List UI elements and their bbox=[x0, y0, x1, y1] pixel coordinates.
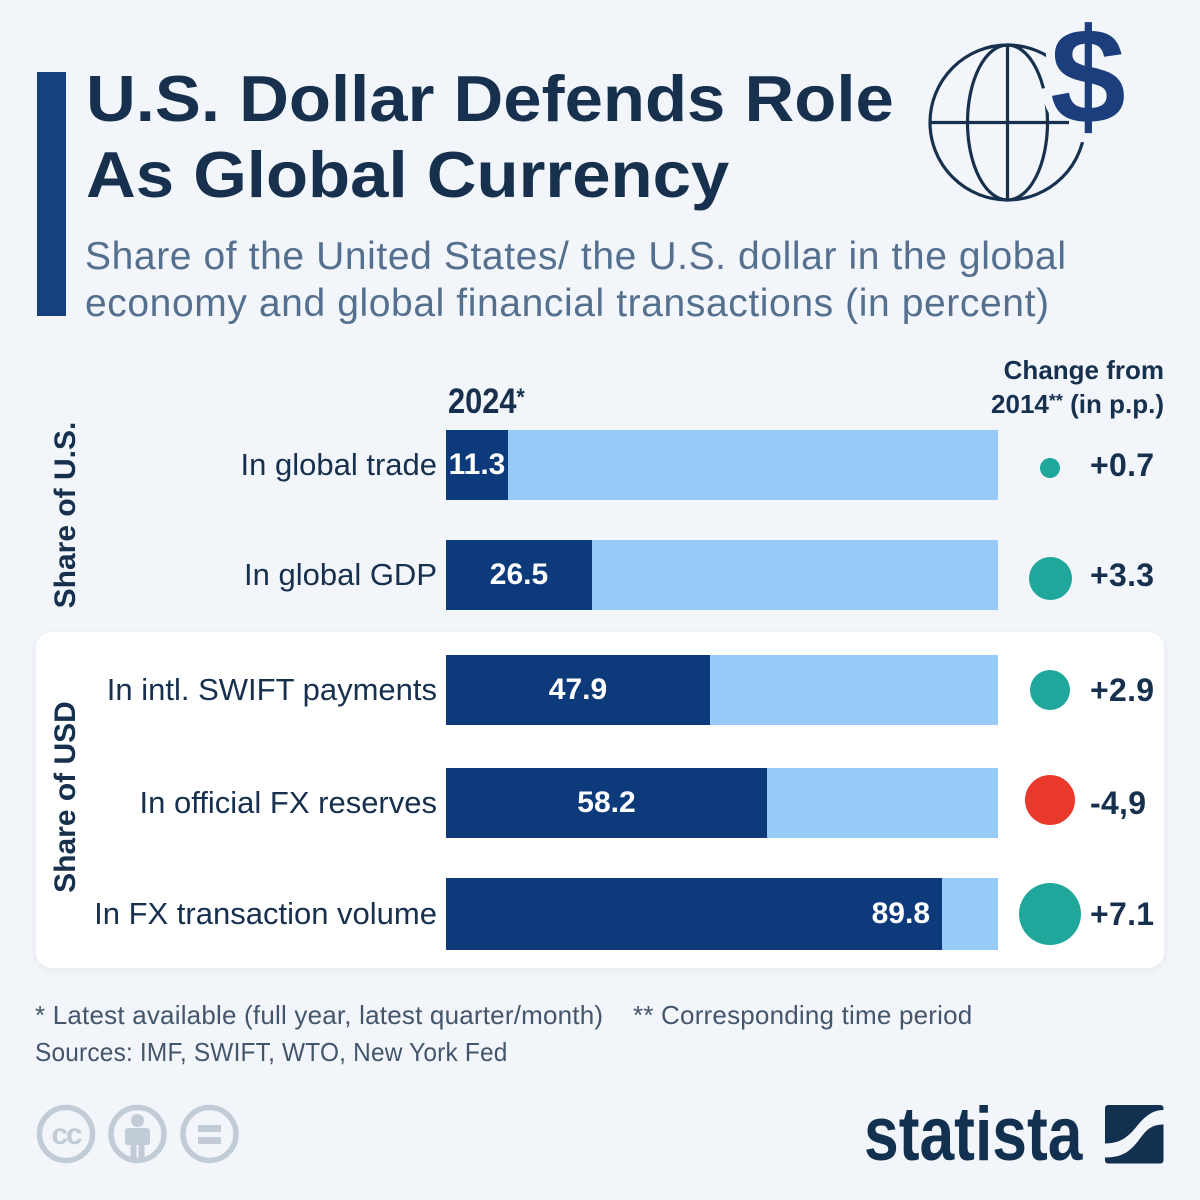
svg-text:cc: cc bbox=[51, 1118, 82, 1151]
svg-text:$: $ bbox=[1050, 10, 1126, 152]
